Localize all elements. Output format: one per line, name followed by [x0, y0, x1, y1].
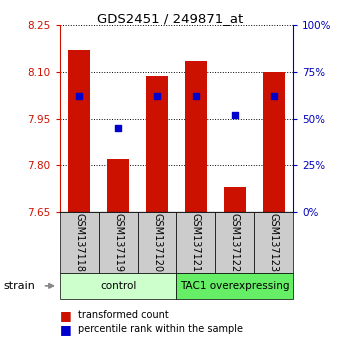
Bar [107, 159, 129, 212]
Bar [254, 212, 293, 273]
Bar [60, 273, 177, 299]
Point [76, 93, 82, 99]
Point [193, 93, 199, 99]
Text: GSM137123: GSM137123 [269, 213, 279, 272]
Text: GSM137118: GSM137118 [74, 213, 84, 272]
Text: ■: ■ [60, 309, 71, 321]
Bar [99, 212, 137, 273]
Bar [69, 50, 90, 212]
Point [154, 93, 160, 99]
Text: GSM137120: GSM137120 [152, 213, 162, 272]
Text: control: control [100, 281, 136, 291]
Bar [263, 72, 284, 212]
Text: strain: strain [3, 281, 35, 291]
Point [232, 112, 238, 118]
Text: TAC1 overexpressing: TAC1 overexpressing [180, 281, 290, 291]
Text: GSM137122: GSM137122 [230, 213, 240, 272]
Bar [60, 212, 99, 273]
Point [271, 93, 277, 99]
Bar [216, 212, 254, 273]
Bar [137, 212, 177, 273]
Text: ■: ■ [60, 323, 71, 336]
Bar [177, 273, 293, 299]
Text: GSM137119: GSM137119 [113, 213, 123, 272]
Bar [177, 212, 216, 273]
Text: GSM137121: GSM137121 [191, 213, 201, 272]
Bar [224, 187, 246, 212]
Bar [146, 76, 168, 212]
Text: percentile rank within the sample: percentile rank within the sample [78, 324, 243, 334]
Bar [185, 61, 207, 212]
Point [115, 125, 121, 131]
Text: transformed count: transformed count [78, 310, 169, 320]
Text: GDS2451 / 249871_at: GDS2451 / 249871_at [98, 12, 243, 25]
